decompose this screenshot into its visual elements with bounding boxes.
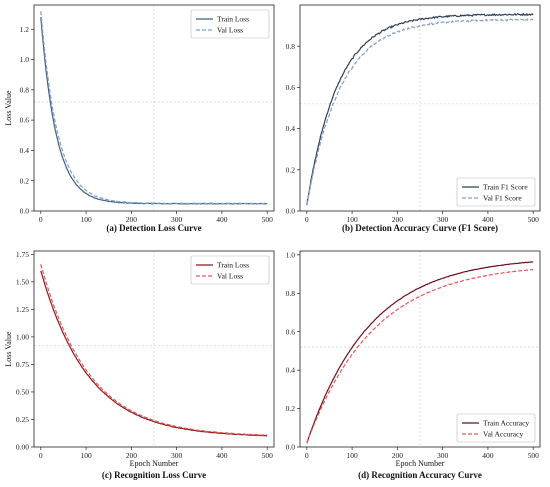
y-tick-label: 1.50 — [16, 277, 29, 286]
panel-caption: (c) Recognition Loss Curve — [102, 470, 206, 480]
x-tick-label: 500 — [528, 215, 540, 224]
x-axis-label: Epoch Number — [396, 459, 445, 468]
x-tick-label: 500 — [262, 215, 274, 224]
x-tick-label: 400 — [216, 451, 228, 460]
plot-frame — [299, 4, 541, 212]
y-tick-label: 1.25 — [16, 305, 29, 314]
chart-panel-3: 0 100 200 300 400 500 0.00 0.25 0.50 0.75 1.00 1.25… — [4, 250, 275, 480]
legend-entry: Val F1 Score — [483, 194, 522, 203]
legend-entry: Val Accuracy — [483, 430, 523, 439]
series-line-2 — [306, 268, 534, 444]
legend-box — [190, 255, 270, 285]
x-tick-label: 200 — [126, 215, 138, 224]
series-line-2 — [40, 11, 268, 205]
legend-entry: Train Accuracy — [483, 419, 529, 428]
x-tick-label: 0 — [305, 451, 309, 460]
y-tick-label: 1.75 — [16, 250, 29, 259]
y-tick-label: 0.2 — [286, 165, 296, 174]
y-tick-label: 0.4 — [286, 366, 296, 375]
x-tick-label: 400 — [482, 215, 494, 224]
legend-entry: Val Loss — [217, 26, 243, 35]
legend-entry: Train Loss — [217, 15, 249, 24]
panel-caption: (d) Recognition Accuracy Curve — [358, 470, 482, 480]
y-tick-label: 1.0 — [20, 55, 30, 64]
x-tick-label: 500 — [528, 451, 540, 460]
legend-box — [190, 9, 270, 39]
x-tick-label: 100 — [346, 451, 358, 460]
chart-panel-4: 0 100 200 300 400 500 0.0 0.2 0.4 0.6 0.8 1.0 Epoch … — [286, 250, 541, 480]
y-tick-label: 0.2 — [286, 404, 296, 413]
y-tick-label: 0.75 — [16, 360, 29, 369]
series-line-1 — [40, 270, 268, 437]
x-axis-label: Epoch Number — [130, 459, 179, 468]
x-tick-label: 500 — [262, 451, 274, 460]
chart-panel-1: 0 100 200 300 400 500 0.0 0.2 0.4 0.6 0.8 1.0 1.2 Los… — [4, 4, 275, 233]
y-tick-label: 0.6 — [286, 83, 296, 92]
x-tick-label: 400 — [216, 215, 228, 224]
y-tick-label: 0.0 — [286, 443, 296, 452]
legend: Train Accuracy Val Accuracy — [456, 413, 536, 443]
x-tick-label: 100 — [346, 215, 358, 224]
y-tick-label: 0.0 — [286, 207, 296, 216]
y-tick-label: 0.0 — [20, 207, 30, 216]
y-tick-label: 0.8 — [286, 289, 296, 298]
y-tick-label: 0.6 — [286, 327, 296, 336]
x-tick-label: 300 — [171, 215, 183, 224]
y-tick-label: 1.0 — [286, 250, 296, 259]
x-tick-label: 0 — [39, 451, 43, 460]
legend: Train Loss Val Loss — [190, 255, 270, 285]
x-tick-label: 400 — [482, 451, 494, 460]
y-tick-label: 1.00 — [16, 332, 29, 341]
legend-entry: Train F1 Score — [483, 183, 528, 192]
y-tick-label: 1.2 — [20, 25, 30, 34]
legend-box — [456, 413, 536, 443]
x-tick-label: 100 — [80, 451, 92, 460]
series-line-1 — [306, 261, 534, 444]
y-tick-label: 0.25 — [16, 415, 29, 424]
y-tick-label: 0.4 — [20, 146, 30, 155]
series-line-2 — [40, 264, 268, 436]
plot-frame — [33, 4, 275, 212]
legend: Train Loss Val Loss — [190, 9, 270, 39]
y-tick-label: 0.00 — [16, 443, 29, 452]
y-tick-label: 0.6 — [20, 116, 30, 125]
y-tick-label: 0.2 — [20, 176, 30, 185]
legend-entry: Val Loss — [217, 272, 243, 281]
x-tick-label: 200 — [126, 451, 138, 460]
chart-panel-2: 0 100 200 300 400 500 0.0 0.2 0.4 0.6 0.8 (b) Detec… — [286, 4, 541, 233]
panel-caption: (a) Detection Loss Curve — [106, 223, 201, 233]
x-tick-label: 100 — [80, 215, 92, 224]
y-tick-label: 0.50 — [16, 388, 29, 397]
y-tick-label: 0.8 — [20, 85, 30, 94]
x-tick-label: 0 — [305, 215, 309, 224]
plot-frame — [33, 250, 275, 448]
y-axis-label: Loss Value — [4, 90, 13, 126]
x-tick-label: 300 — [171, 451, 183, 460]
x-tick-label: 200 — [392, 451, 404, 460]
panel-caption: (b) Detection Accuracy Curve (F1 Score) — [342, 223, 498, 233]
y-tick-label: 0.4 — [286, 124, 296, 133]
y-axis-label: Loss Value — [4, 331, 13, 367]
x-tick-label: 200 — [392, 215, 404, 224]
series-line-1 — [306, 12, 534, 206]
plot-frame — [299, 250, 541, 448]
x-tick-label: 300 — [437, 451, 449, 460]
y-tick-label: 0.8 — [286, 42, 296, 51]
legend-entry: Train Loss — [217, 261, 249, 270]
series-line-2 — [306, 18, 534, 205]
legend-box — [456, 177, 536, 207]
x-tick-label: 300 — [437, 215, 449, 224]
x-tick-label: 0 — [39, 215, 43, 224]
legend: Train F1 Score Val F1 Score — [456, 177, 536, 207]
